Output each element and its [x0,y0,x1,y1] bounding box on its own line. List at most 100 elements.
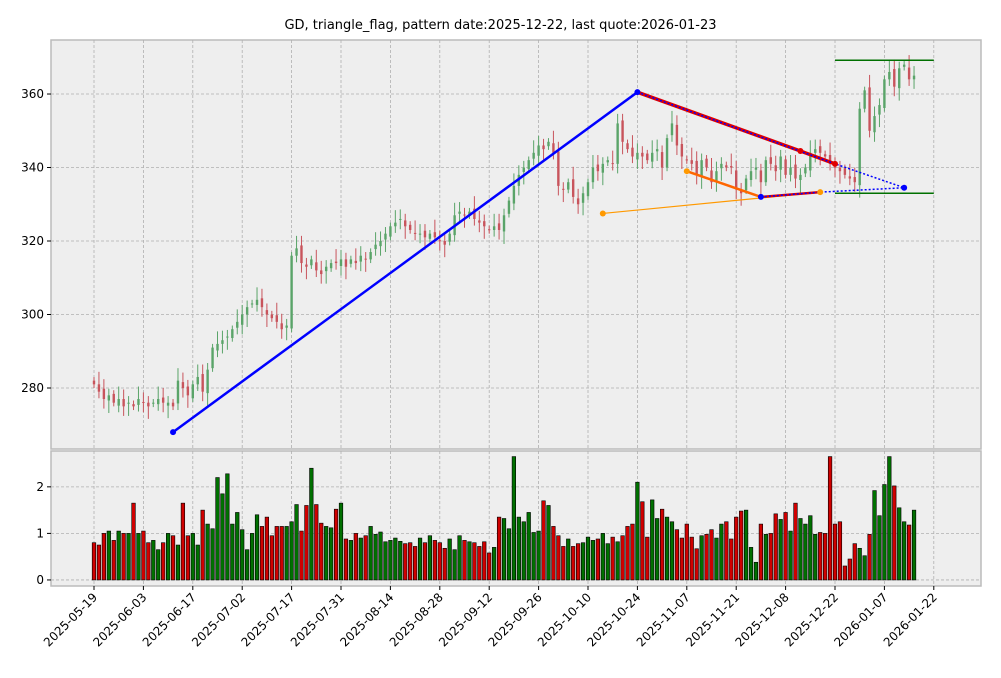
volume-bar [694,548,699,581]
volume-bar [279,526,284,581]
candle-body [838,167,842,172]
volume-bar [166,533,171,581]
candle-body [102,388,106,400]
candle-body [334,261,338,264]
candle-body [216,343,219,351]
volume-bar [556,535,561,581]
volume-bar [600,533,605,581]
volume-bar [170,535,176,581]
volume-bar [902,521,907,581]
candle-body [295,248,298,256]
volume-bar [190,533,195,581]
candle-body [888,71,891,80]
candle-body [428,233,432,239]
volume-bar [516,516,521,581]
volume-bar [837,521,843,581]
volume-bar [887,456,892,581]
candle-body [260,298,264,308]
volume-bar [284,526,289,581]
volume-bar [477,546,482,581]
candle-body [418,233,422,235]
volume-bar [531,532,536,581]
volume-bar [546,505,551,581]
volume-bar [842,565,847,581]
volume-bar [605,543,610,581]
volume-bar [778,519,783,581]
candle-body [275,315,278,322]
volume-bar [417,537,423,581]
volume-bar [571,546,576,581]
volume-bar [492,547,497,581]
volume-bar [131,502,136,581]
candle-body [364,258,367,260]
volume-bar [877,515,882,581]
overlay-pole [172,91,639,434]
candle-body [394,222,397,227]
volume-bar [659,508,665,581]
volume-bar [906,524,912,581]
volume-bar [734,516,739,581]
volume-bar [146,542,151,581]
candle-body [127,402,130,404]
candle-body [552,143,555,153]
volume-bar [383,541,388,581]
candle-body [433,232,437,238]
volume-bar [324,526,329,581]
candle-body [675,124,679,146]
candle-body [660,152,664,168]
candle-body [122,399,125,407]
candle-body [211,347,214,369]
candle-body [310,259,313,266]
candle-body [404,220,407,227]
candle-body [902,64,906,67]
candle-body [201,374,204,392]
volume-bar [111,540,116,581]
volume-bar [467,541,472,581]
volume-bar [882,484,887,581]
price-tick-label: 360 [21,87,44,101]
candle-body [537,145,540,156]
candle-body [488,229,491,231]
candle-body [527,160,530,169]
chart-title: GD, triangle_flag, pattern date:2025-12-… [284,18,717,33]
candle-body [290,255,293,329]
volume-bar [388,540,393,581]
candle-body [730,166,733,168]
candle-body [152,402,155,404]
candle-body [586,182,590,197]
candle-body [413,232,417,234]
candle-body [502,215,506,232]
volume-bar [897,507,902,581]
volume-bar [343,538,349,581]
volume-bar [136,533,141,581]
volume-bar [175,544,181,581]
volume-bar [442,547,447,581]
volume-bar [595,538,600,581]
candle-body [137,399,140,405]
volume-bar [610,536,615,581]
volume-bar [230,523,235,581]
candle-body [591,167,595,183]
candle-body [547,141,550,147]
volume-bar [185,535,190,581]
volume-bar [422,542,428,581]
volume-bar [615,541,620,581]
volume-bar [457,535,462,581]
volume-bar [141,530,146,581]
volume-bar [620,535,625,581]
candle-body [784,159,787,175]
candle-body [369,252,372,260]
volume-bar [536,530,541,581]
candle-body [359,255,362,262]
volume-bar [526,512,531,581]
candle-body [562,188,565,190]
candle-body [809,152,812,171]
candle-body [191,384,194,399]
volume-bar [630,523,635,581]
candle-body [631,147,634,157]
volume-bar [264,516,270,581]
candle-body [769,157,772,164]
volume-bar [225,473,230,581]
volume-bar [482,541,487,581]
volume-bar [437,542,442,581]
